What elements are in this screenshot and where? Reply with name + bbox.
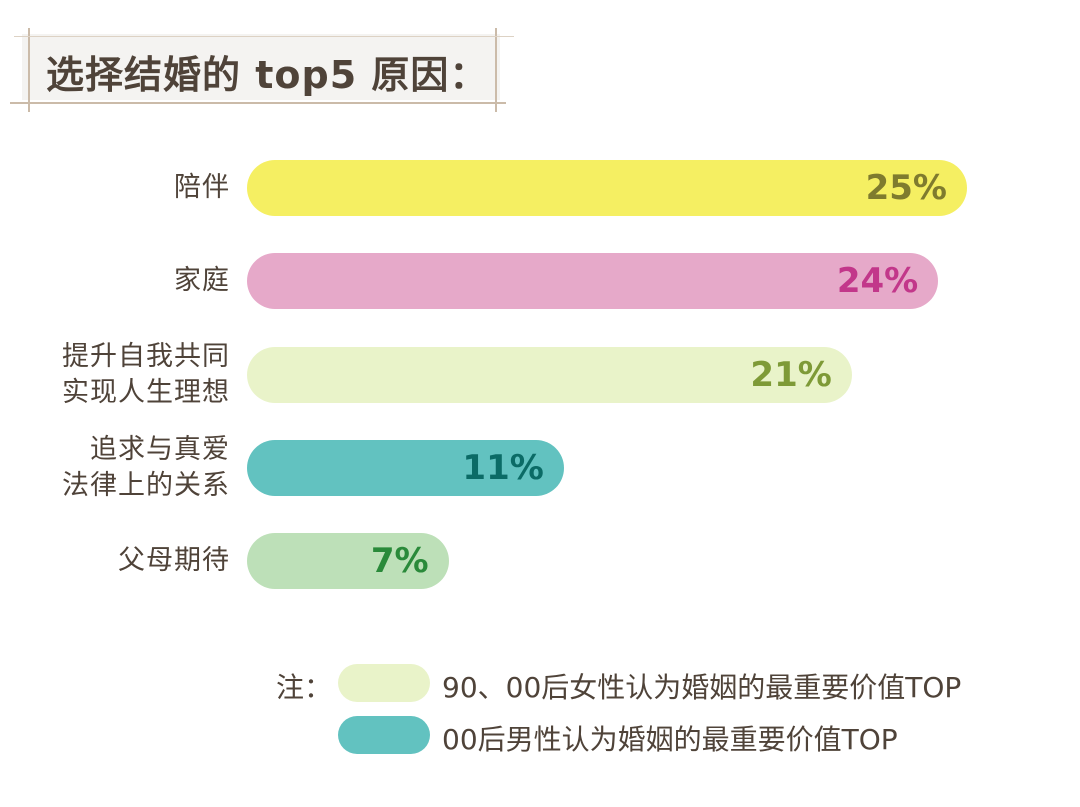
bar [247,347,852,403]
category-label: 家庭 [174,265,230,296]
category-label: 提升自我共同 实现人生理想 [62,341,230,408]
bar-value-label: 25% [865,168,947,208]
chart-title: 选择结婚的 top5 原因： [46,53,489,97]
title-frame-line [28,28,30,112]
legend-label-male: 00后男性认为婚姻的最重要价值TOP [442,723,898,756]
bar-value-label: 7% [370,541,429,581]
title-background [22,34,500,100]
category-label: 父母期待 [118,545,230,576]
title-frame-line [495,28,497,112]
bar-value-label: 21% [750,355,832,395]
title-frame-line [10,102,506,104]
category-label: 追求与真爱 法律上的关系 [62,434,230,501]
bar [247,440,564,496]
legend-label-female: 90、00后女性认为婚姻的最重要价值TOP [442,671,962,704]
bar [247,160,967,216]
bar-value-label: 11% [462,448,544,488]
legend-note-prefix: 注： [276,671,333,704]
legend-swatch-male [338,716,430,754]
legend-swatch-female [338,664,430,702]
bar [247,533,449,589]
bar [247,253,939,309]
title-frame-line [14,36,514,37]
category-label: 陪伴 [174,172,230,203]
bar-value-label: 24% [836,261,919,301]
